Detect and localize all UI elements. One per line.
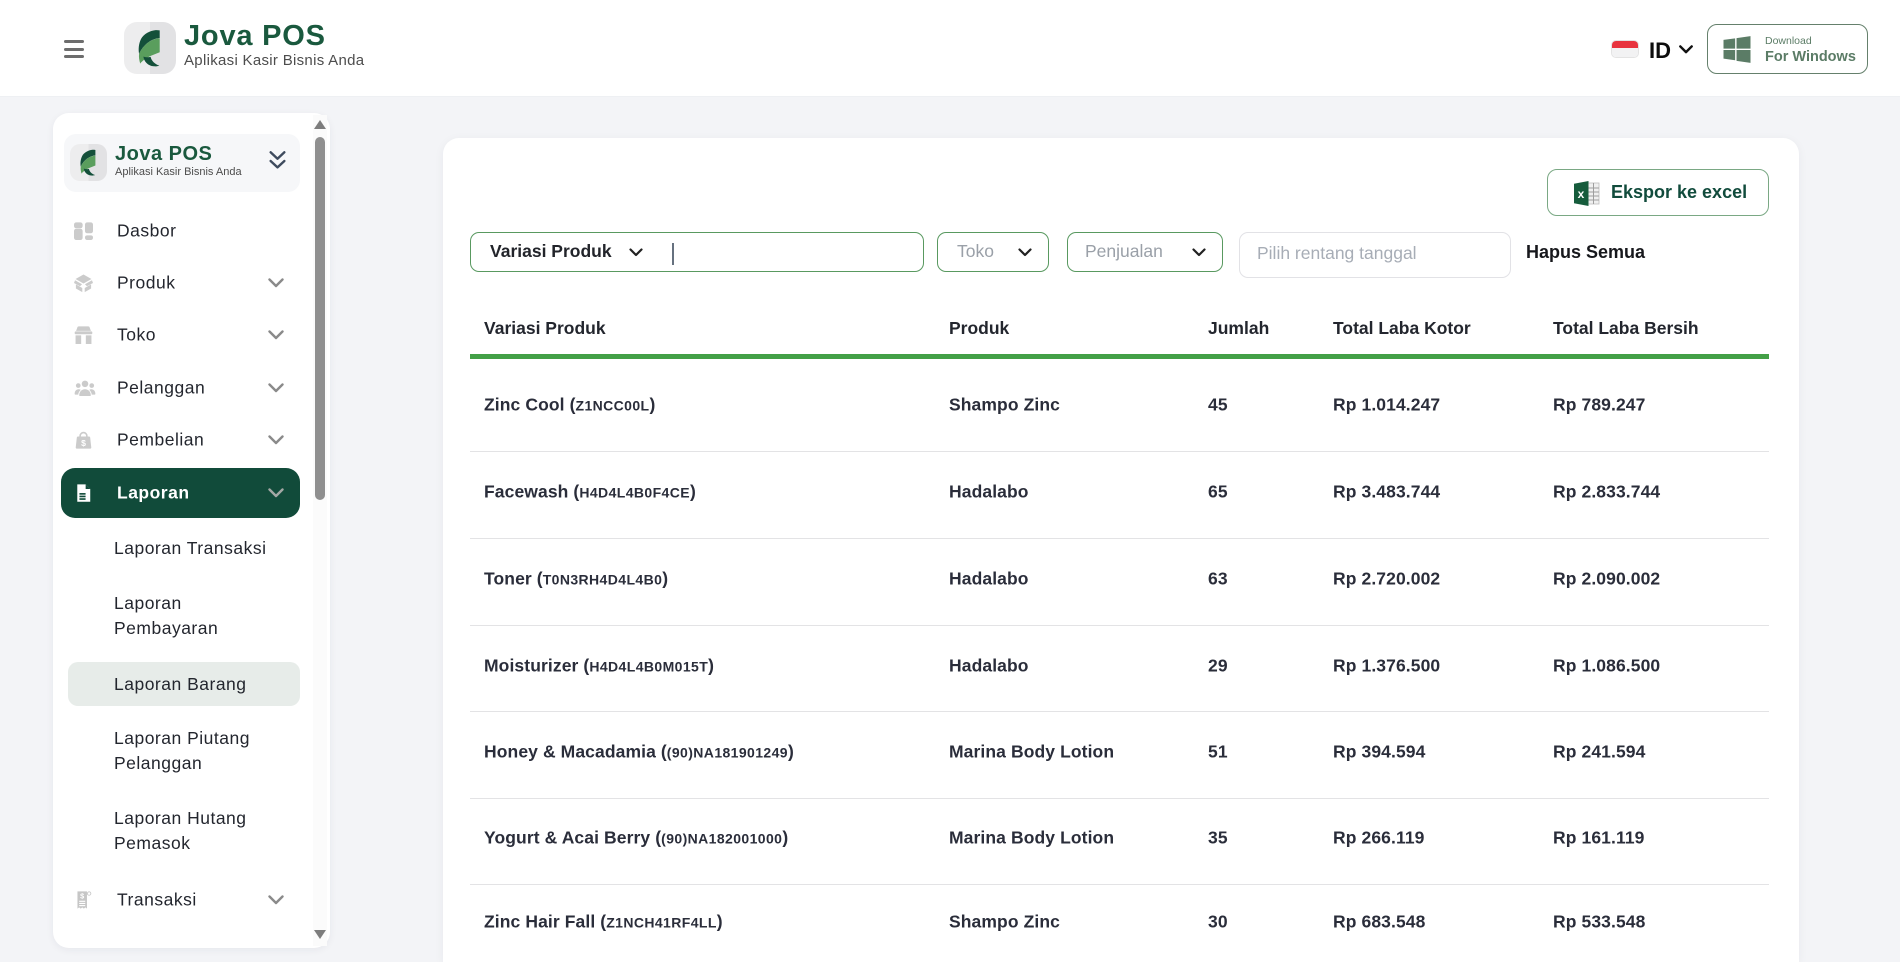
svg-text:x: x xyxy=(1578,187,1585,201)
svg-text:$: $ xyxy=(80,891,84,900)
svg-text:$: $ xyxy=(81,438,86,448)
